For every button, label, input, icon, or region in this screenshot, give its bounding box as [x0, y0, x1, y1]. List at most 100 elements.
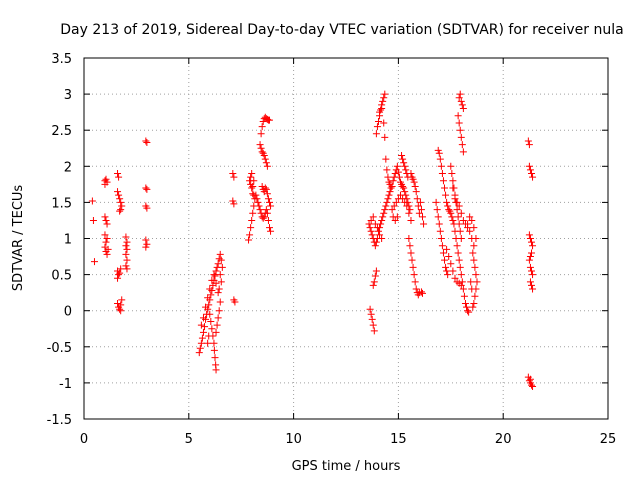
- data-point: [373, 123, 381, 131]
- data-point: [443, 267, 451, 275]
- data-point: [114, 188, 122, 196]
- data-point: [467, 278, 475, 286]
- data-point: [370, 327, 378, 335]
- data-point: [143, 240, 151, 248]
- data-point: [367, 227, 375, 235]
- data-point: [103, 235, 111, 242]
- data-point: [407, 249, 415, 257]
- data-point: [258, 123, 266, 131]
- data-point: [262, 159, 270, 167]
- data-point: [123, 238, 131, 246]
- data-point: [265, 198, 273, 206]
- data-point: [367, 310, 375, 318]
- data-point: [441, 256, 449, 264]
- data-point: [409, 263, 417, 271]
- data-point: [469, 249, 477, 257]
- data-point: [214, 289, 222, 297]
- data-point: [527, 381, 535, 389]
- data-point: [419, 289, 427, 297]
- x-tick-label: 10: [285, 432, 302, 447]
- data-point: [212, 267, 220, 275]
- data-point: [529, 383, 537, 391]
- data-point: [470, 224, 478, 232]
- data-point: [525, 141, 533, 149]
- data-point: [473, 278, 481, 286]
- data-point: [261, 155, 269, 163]
- data-point: [449, 177, 457, 185]
- data-point: [371, 220, 379, 228]
- data-point: [399, 195, 407, 203]
- data-point: [231, 298, 239, 306]
- data-point: [443, 198, 451, 206]
- data-point: [247, 173, 255, 181]
- data-point: [388, 183, 396, 191]
- data-point: [456, 263, 464, 271]
- data-point: [454, 249, 462, 257]
- data-point: [445, 253, 453, 261]
- data-point: [459, 216, 467, 224]
- data-point: [376, 231, 384, 239]
- data-point: [433, 206, 441, 214]
- plot-frame: [83, 57, 609, 420]
- data-point: [459, 148, 467, 156]
- data-point: [246, 231, 254, 239]
- data-point: [457, 97, 465, 105]
- data-point: [449, 216, 457, 224]
- data-point: [447, 260, 455, 268]
- data-point: [455, 220, 463, 228]
- data-point: [205, 332, 213, 340]
- data-point: [451, 274, 459, 282]
- data-point: [388, 206, 396, 214]
- data-point: [207, 318, 215, 326]
- data-point: [401, 198, 409, 206]
- data-point: [449, 184, 457, 192]
- data-point: [457, 271, 465, 279]
- data-point: [230, 173, 238, 181]
- data-point: [529, 285, 537, 293]
- data-point: [413, 195, 421, 203]
- data-point: [392, 198, 400, 206]
- data-point: [527, 249, 535, 257]
- data-point: [207, 291, 215, 299]
- data-point: [263, 190, 271, 198]
- data-point: [445, 206, 453, 214]
- data-point: [393, 213, 401, 221]
- data-point: [248, 184, 256, 192]
- data-point: [454, 213, 462, 221]
- y-tick-label: 3: [64, 88, 72, 103]
- data-point: [143, 185, 151, 193]
- data-point: [206, 310, 214, 318]
- data-point: [366, 224, 374, 232]
- data-point: [396, 191, 404, 199]
- data-point: [526, 263, 534, 271]
- data-point: [458, 101, 466, 109]
- data-point: [255, 202, 263, 210]
- data-point: [116, 207, 124, 215]
- y-tick-label: 2.5: [51, 124, 72, 139]
- data-point: [103, 220, 111, 228]
- data-point: [402, 166, 410, 174]
- data-point: [263, 209, 271, 217]
- data-point: [415, 209, 423, 217]
- data-point: [455, 202, 463, 210]
- data-point: [436, 227, 444, 235]
- data-point: [115, 191, 123, 199]
- data-point: [463, 303, 471, 311]
- data-point: [90, 258, 98, 266]
- data-point: [381, 90, 389, 98]
- data-point: [401, 188, 409, 196]
- data-point: [405, 209, 413, 217]
- data-point: [102, 175, 110, 183]
- data-point: [256, 206, 264, 214]
- data-point: [406, 206, 414, 214]
- data-point: [122, 242, 130, 250]
- data-point: [449, 267, 457, 275]
- data-point: [117, 206, 125, 214]
- y-axis-label: SDTVAR / TECUs: [11, 185, 26, 292]
- data-point: [123, 256, 131, 264]
- data-point: [455, 119, 463, 127]
- data-point: [439, 249, 447, 257]
- data-point: [527, 267, 535, 275]
- x-tick-label: 0: [80, 432, 88, 447]
- y-tick-label: -1.5: [47, 413, 72, 428]
